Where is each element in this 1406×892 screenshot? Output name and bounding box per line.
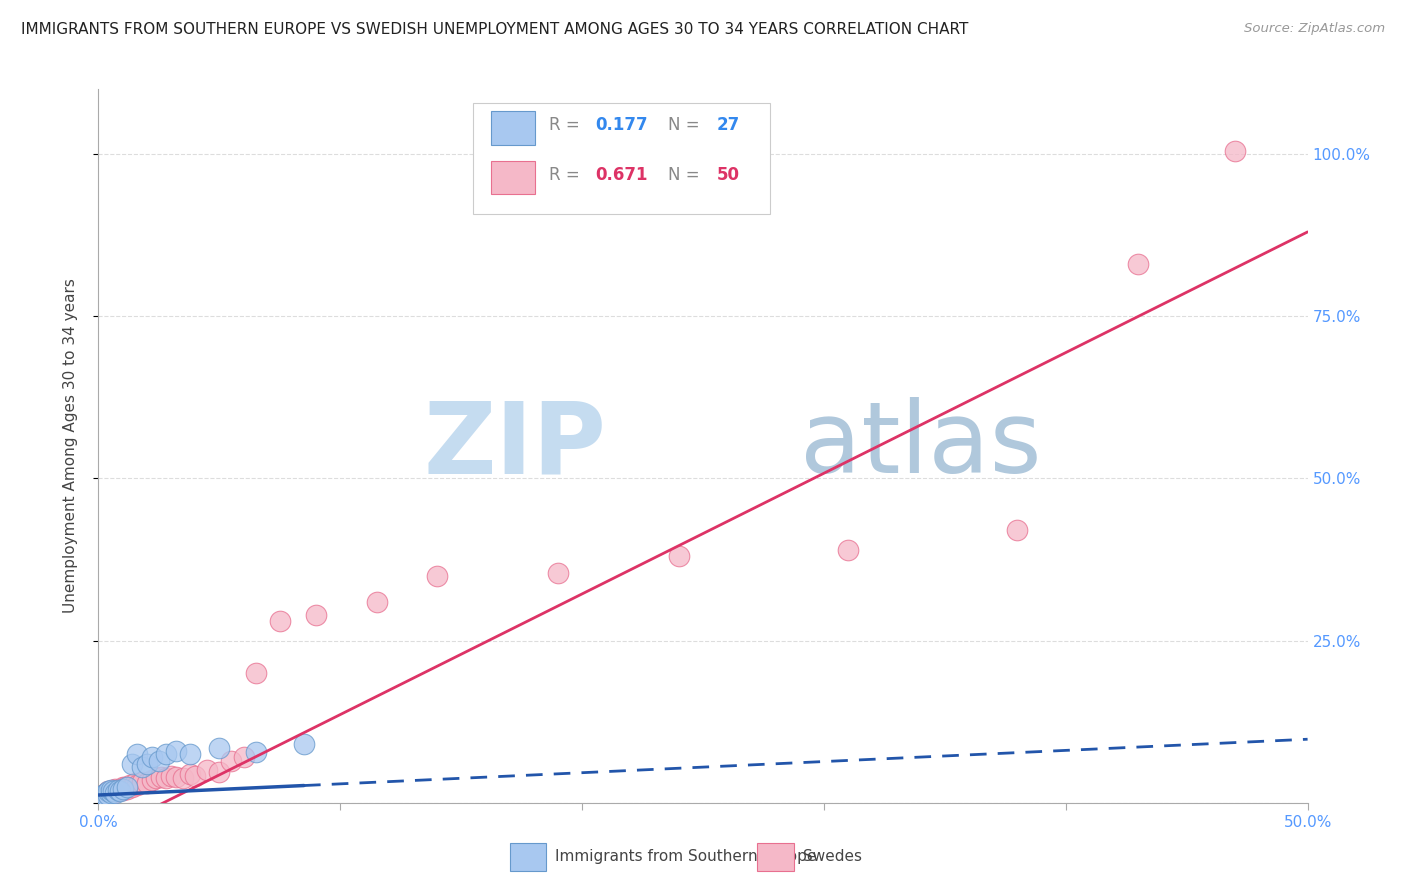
Point [117,780,139,794]
FancyBboxPatch shape [492,112,534,145]
Point [97,788,120,802]
Point [97,784,120,798]
Point [100,784,122,798]
Point [165,770,187,784]
Point [94,786,117,800]
Point [90,789,112,804]
Point [837,542,859,557]
Point [91,790,114,805]
Point [111,780,134,794]
Point [90,790,112,805]
Point [91,788,114,802]
FancyBboxPatch shape [509,844,546,871]
Point [100,786,122,800]
Point [111,782,134,797]
Point [108,784,131,798]
Point [141,773,163,788]
Point [172,771,194,785]
Point [1128,257,1150,271]
Point [141,750,163,764]
Point [107,782,129,797]
Point [150,770,173,784]
Point [104,784,127,798]
Point [305,607,328,622]
Point [91,788,114,802]
Point [145,771,167,785]
Point [366,595,388,609]
Point [547,566,569,580]
Point [155,747,177,761]
Point [148,754,170,768]
Point [155,771,177,785]
Point [104,786,127,800]
Point [292,738,315,752]
Point [97,788,120,802]
Text: N =: N = [668,116,704,134]
Point [269,614,291,628]
Point [165,744,187,758]
Point [94,789,117,804]
Point [127,747,149,761]
Text: Swedes: Swedes [803,849,862,863]
Point [232,750,254,764]
Point [1223,144,1246,158]
Point [108,781,131,796]
Point [91,789,114,804]
Point [104,781,127,796]
Point [121,780,143,794]
Point [135,756,157,771]
Point [184,768,207,782]
Point [127,778,149,792]
Text: 27: 27 [716,116,740,134]
Point [101,782,124,797]
Text: N =: N = [668,166,704,184]
Point [94,786,117,800]
Text: R =: R = [550,166,585,184]
Text: ZIP: ZIP [423,398,606,494]
FancyBboxPatch shape [492,161,534,194]
Point [179,747,201,761]
Point [426,568,449,582]
Text: 50: 50 [716,166,740,184]
Point [668,549,690,564]
Point [131,775,153,789]
Point [100,786,122,800]
Text: atlas: atlas [800,398,1042,494]
Point [114,780,136,794]
Point [117,781,139,796]
Point [101,784,124,798]
Point [208,764,231,779]
Point [131,760,153,774]
Point [245,666,267,681]
Point [118,778,141,792]
FancyBboxPatch shape [474,103,769,214]
Point [111,781,134,796]
Point [135,776,157,790]
Point [97,784,120,798]
Point [107,782,129,797]
Point [121,756,143,771]
Text: R =: R = [550,116,585,134]
Point [221,754,243,768]
FancyBboxPatch shape [758,844,794,871]
Point [160,768,183,782]
Point [179,766,201,780]
Point [124,776,146,790]
Text: Source: ZipAtlas.com: Source: ZipAtlas.com [1244,22,1385,36]
Point [94,788,117,802]
Point [195,764,218,778]
Point [1007,524,1029,538]
Point [245,745,267,759]
Text: IMMIGRANTS FROM SOUTHERN EUROPE VS SWEDISH UNEMPLOYMENT AMONG AGES 30 TO 34 YEAR: IMMIGRANTS FROM SOUTHERN EUROPE VS SWEDI… [21,22,969,37]
Point [101,786,124,800]
Text: Immigrants from Southern Europe: Immigrants from Southern Europe [555,849,817,863]
Point [208,740,231,755]
Point [90,789,112,804]
Point [100,782,122,797]
Text: 0.671: 0.671 [595,166,648,184]
Text: 0.177: 0.177 [595,116,648,134]
Y-axis label: Unemployment Among Ages 30 to 34 years: Unemployment Among Ages 30 to 34 years [63,278,77,614]
